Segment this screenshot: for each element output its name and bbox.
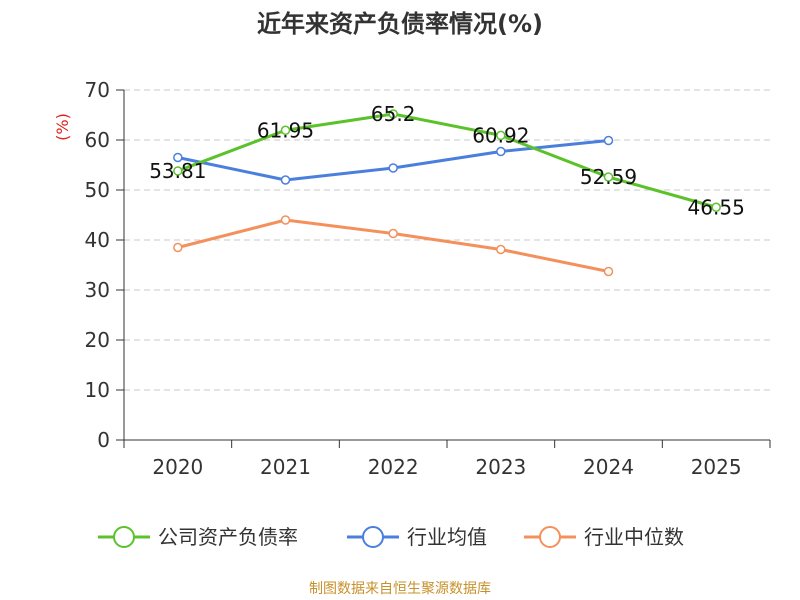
x-tick-label: 2025 (691, 455, 742, 479)
data-point (496, 146, 506, 157)
data-label: 60.92 (472, 123, 529, 147)
data-label: 61.95 (257, 118, 314, 142)
x-tick-label: 2020 (152, 455, 203, 479)
data-point (496, 244, 506, 255)
axes: 0 10 20 30 40 50 60 70 2020 2021 2022 2023 2024 2025 (85, 78, 771, 479)
y-tick-label: 40 (85, 228, 110, 252)
y-tick-label: 30 (85, 278, 110, 302)
x-tick-label: 2021 (260, 455, 311, 479)
data-point (280, 125, 291, 135)
y-tick-label: 60 (85, 128, 110, 152)
data-point (173, 152, 183, 163)
x-tick-label: 2023 (475, 455, 526, 479)
y-tick-label: 20 (85, 328, 110, 352)
chart-title: 近年来资产负债率情况(%) (257, 10, 543, 38)
series-layer (173, 109, 721, 277)
data-point (388, 228, 398, 239)
legend: 公司资产负债率 行业均值 行业中位数 (98, 525, 684, 549)
data-point (603, 266, 614, 277)
series-line (177, 218, 609, 273)
legend-label: 行业均值 (407, 525, 487, 549)
x-tick-label: 2024 (583, 455, 634, 479)
data-point (280, 215, 291, 225)
series-line (177, 112, 717, 209)
y-tick-label: 50 (85, 178, 110, 202)
legend-marker (362, 526, 384, 548)
legend-marker (113, 526, 135, 548)
y-tick-label: 70 (85, 78, 110, 102)
data-point (603, 172, 614, 182)
data-label: 65.2 (371, 102, 416, 126)
data-point (280, 175, 291, 185)
legend-label: 行业中位数 (584, 525, 684, 549)
legend-label: 公司资产负债率 (158, 525, 298, 549)
data-point (496, 130, 506, 141)
source-note: 制图数据来自恒生聚源数据库 (309, 581, 491, 597)
legend-marker (539, 526, 561, 548)
data-label: 52.59 (580, 165, 637, 189)
data-label: 46.55 (688, 195, 745, 219)
y-axis-unit-label: (%) (53, 113, 72, 141)
y-tick-label: 10 (85, 378, 110, 402)
data-point (388, 163, 398, 173)
data-point (603, 135, 614, 146)
data-point (711, 202, 721, 212)
data-point (388, 109, 398, 119)
data-labels: 53.81 61.95 65.2 60.92 52.59 46.55 (149, 102, 745, 219)
y-tick-label: 0 (97, 428, 110, 452)
data-point (173, 242, 183, 253)
data-label: 53.81 (149, 159, 206, 183)
x-tick-label: 2022 (368, 455, 419, 479)
data-point (173, 166, 183, 176)
